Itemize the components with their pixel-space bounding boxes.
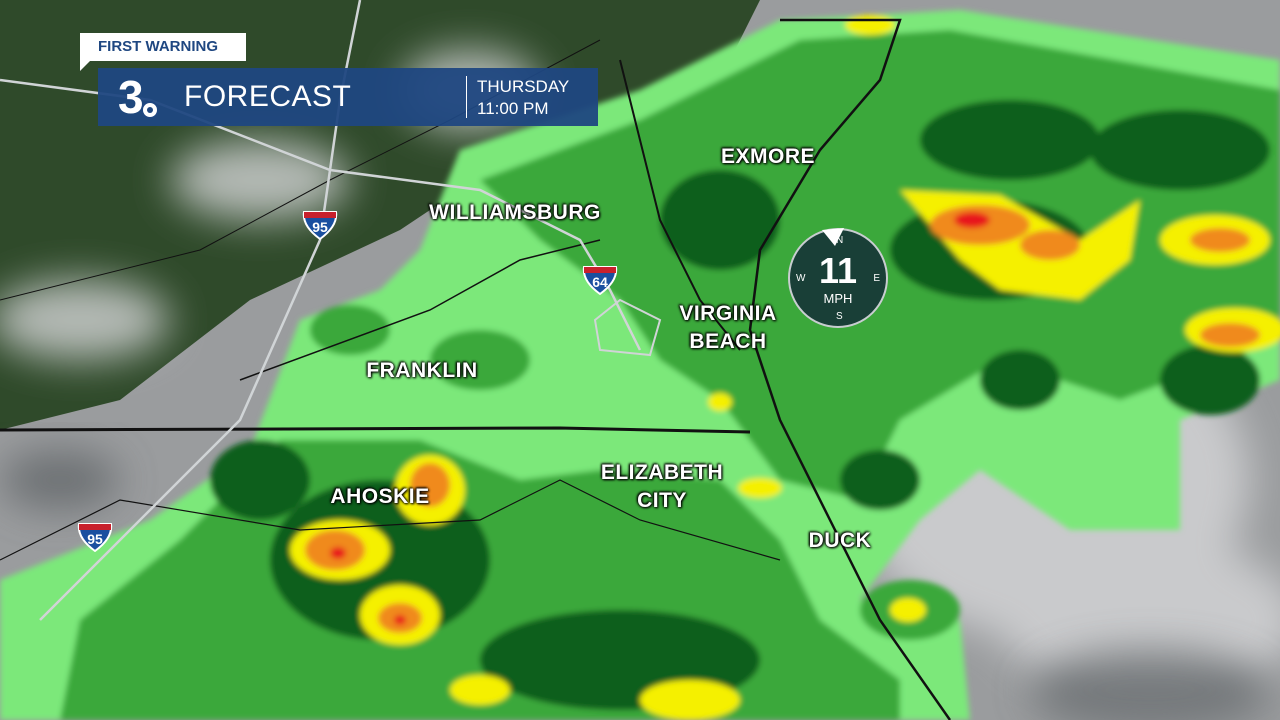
compass-e: E <box>873 273 880 284</box>
tag-tail <box>80 61 90 71</box>
divider <box>466 76 467 118</box>
banner-title: FORECAST <box>184 80 352 113</box>
station-logo: 3 <box>118 71 144 123</box>
interstate-shield-icon: 95 <box>76 522 114 553</box>
wind-unit: MPH <box>823 291 853 306</box>
compass-n: N <box>836 235 844 246</box>
city-label: FRANKLIN <box>366 359 478 382</box>
cbs-eye-icon <box>141 101 159 119</box>
interstate-number: 64 <box>592 274 608 290</box>
wind-speed: 11 <box>818 250 858 291</box>
city-label: ELIZABETH CITY <box>600 461 724 512</box>
wind-direction-arrow-icon <box>822 228 844 246</box>
city-label: AHOSKIE <box>330 485 430 508</box>
interstate-shield-icon: 95 <box>301 210 339 241</box>
city-label: VIRGINIA BEACH <box>679 302 777 353</box>
city-label: DUCK <box>808 529 872 552</box>
compass-w: W <box>796 273 806 284</box>
wind-compass: N E S W 11 MPH <box>788 228 888 328</box>
forecast-time: 11:00 PM <box>477 99 549 118</box>
interstate-number: 95 <box>312 219 328 235</box>
city-label: EXMORE <box>720 145 816 168</box>
forecast-day: THURSDAY <box>477 77 570 96</box>
city-label: WILLIAMSBURG <box>429 201 601 224</box>
forecast-banner: 3 FORECAST THURSDAY 11:00 PM <box>98 68 598 126</box>
interstate-shield-icon: 64 <box>581 265 619 296</box>
compass-s: S <box>836 311 843 322</box>
interstate-number: 95 <box>87 531 103 547</box>
first-warning-tag: FIRST WARNING <box>80 33 246 61</box>
